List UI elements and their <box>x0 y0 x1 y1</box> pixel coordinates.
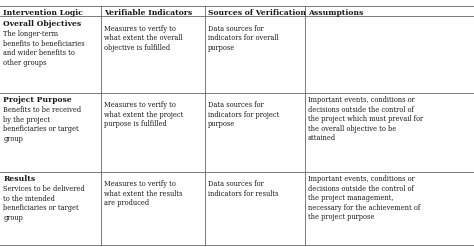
Text: Intervention Logic: Intervention Logic <box>3 9 83 17</box>
Text: Measures to verify to
what extent the overall
objective is fulfilled: Measures to verify to what extent the ov… <box>104 25 182 52</box>
Text: Overall Objectives: Overall Objectives <box>3 20 82 28</box>
Text: Data sources for
indicators for overall
purpose: Data sources for indicators for overall … <box>208 25 279 52</box>
Text: Sources of Verification: Sources of Verification <box>208 9 306 17</box>
Text: Data sources for
indicators for results: Data sources for indicators for results <box>208 180 279 198</box>
Text: Measures to verify to
what extent the results
are produced: Measures to verify to what extent the re… <box>104 180 182 207</box>
Text: Project Purpose: Project Purpose <box>3 96 72 104</box>
Text: Assumptions: Assumptions <box>308 9 363 17</box>
Text: Results: Results <box>3 175 36 183</box>
Text: Services to be delivered
to the intended
beneficiaries or target
group: Services to be delivered to the intended… <box>3 185 85 222</box>
Text: Benefits to be received
by the project
beneficiaries or target
group: Benefits to be received by the project b… <box>3 106 82 143</box>
Text: Important events, conditions or
decisions outside the control of
the project whi: Important events, conditions or decision… <box>308 96 423 142</box>
Text: Measures to verify to
what extent the project
purpose is fulfilled: Measures to verify to what extent the pr… <box>104 101 183 128</box>
Text: Data sources for
indicators for project
purpose: Data sources for indicators for project … <box>208 101 280 128</box>
Text: The longer-term
benefits to beneficiaries
and wider benefits to
other groups: The longer-term benefits to beneficiarie… <box>3 30 85 67</box>
Text: Important events, conditions or
decisions outside the control of
the project man: Important events, conditions or decision… <box>308 175 420 221</box>
Text: Verifiable Indicators: Verifiable Indicators <box>104 9 192 17</box>
